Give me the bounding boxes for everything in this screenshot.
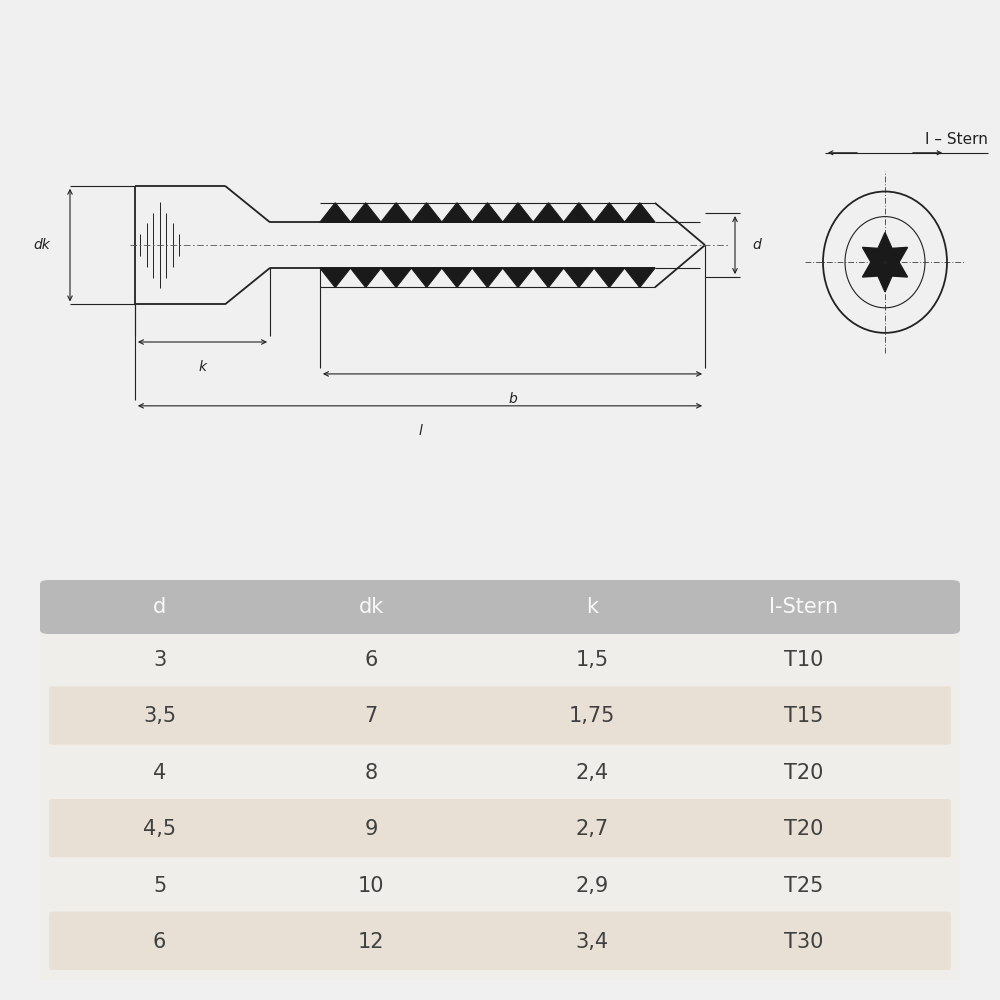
Text: 10: 10 — [358, 876, 384, 896]
FancyBboxPatch shape — [49, 912, 951, 970]
Text: dk: dk — [359, 597, 384, 617]
Polygon shape — [350, 268, 381, 287]
Text: T20: T20 — [784, 763, 823, 783]
Text: I – Stern: I – Stern — [925, 132, 988, 147]
Polygon shape — [625, 203, 655, 222]
Polygon shape — [862, 233, 908, 292]
Text: T30: T30 — [784, 932, 823, 952]
Text: d: d — [753, 238, 761, 252]
Polygon shape — [350, 203, 381, 222]
Polygon shape — [564, 268, 594, 287]
Text: T10: T10 — [784, 650, 823, 670]
Text: I-Stern: I-Stern — [769, 597, 838, 617]
Text: 4,5: 4,5 — [143, 819, 176, 839]
Polygon shape — [533, 203, 564, 222]
FancyBboxPatch shape — [49, 686, 951, 745]
Text: 2,9: 2,9 — [575, 876, 609, 896]
Polygon shape — [381, 203, 411, 222]
Polygon shape — [411, 268, 442, 287]
Polygon shape — [472, 268, 503, 287]
Text: k: k — [586, 597, 598, 617]
Text: 9: 9 — [365, 819, 378, 839]
Text: 2,7: 2,7 — [575, 819, 609, 839]
Text: 1,75: 1,75 — [569, 706, 615, 726]
FancyBboxPatch shape — [49, 799, 951, 857]
Text: 5: 5 — [153, 876, 166, 896]
Text: 3: 3 — [153, 650, 166, 670]
Text: T15: T15 — [784, 706, 823, 726]
Polygon shape — [320, 268, 350, 287]
Text: 7: 7 — [365, 706, 378, 726]
Text: 3,5: 3,5 — [143, 706, 176, 726]
Text: d: d — [153, 597, 166, 617]
Polygon shape — [533, 268, 564, 287]
Text: 12: 12 — [358, 932, 384, 952]
Polygon shape — [442, 268, 472, 287]
Text: T25: T25 — [784, 876, 823, 896]
Polygon shape — [594, 203, 625, 222]
Polygon shape — [625, 268, 655, 287]
FancyBboxPatch shape — [40, 580, 960, 634]
Polygon shape — [503, 203, 533, 222]
Polygon shape — [472, 203, 503, 222]
Text: l: l — [418, 424, 422, 438]
Text: 3,4: 3,4 — [575, 932, 609, 952]
Text: T20: T20 — [784, 819, 823, 839]
Text: b: b — [508, 392, 517, 406]
Text: 2,4: 2,4 — [575, 763, 609, 783]
Polygon shape — [411, 203, 442, 222]
Text: k: k — [198, 360, 207, 374]
Text: dk: dk — [34, 238, 50, 252]
Polygon shape — [503, 268, 533, 287]
Polygon shape — [594, 268, 625, 287]
FancyBboxPatch shape — [17, 570, 983, 990]
Polygon shape — [320, 203, 350, 222]
Polygon shape — [442, 203, 472, 222]
Polygon shape — [381, 268, 411, 287]
Text: 1,5: 1,5 — [575, 650, 609, 670]
FancyBboxPatch shape — [31, 576, 969, 984]
Text: 8: 8 — [365, 763, 378, 783]
Polygon shape — [564, 203, 594, 222]
Text: 6: 6 — [365, 650, 378, 670]
Text: 4: 4 — [153, 763, 166, 783]
Text: 6: 6 — [153, 932, 166, 952]
